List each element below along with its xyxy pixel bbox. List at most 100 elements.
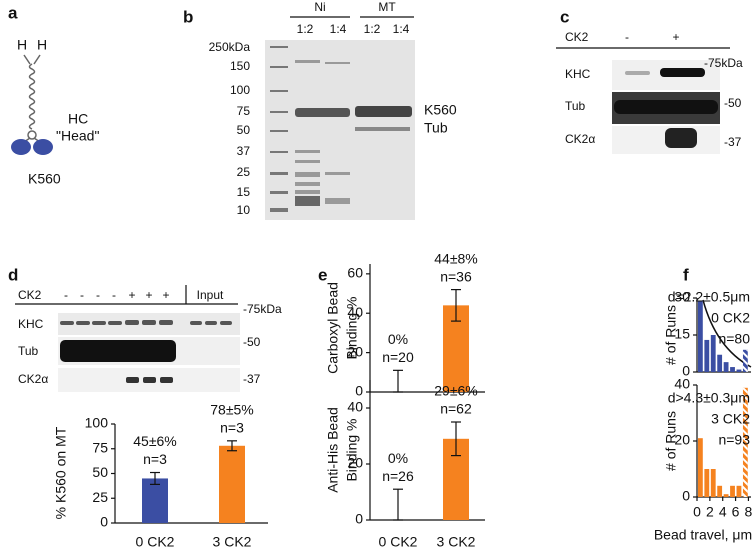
row-label: Tub [565, 99, 586, 113]
construct-name: K560 [28, 171, 61, 187]
row-label: CK2α [565, 132, 595, 146]
band-label: Tub [424, 120, 448, 136]
annotation: n=80 [718, 331, 750, 347]
motor-diagram: H H HC "Head" K560 [11, 37, 99, 187]
annotation: d=2.2±0.5μm [668, 289, 750, 305]
value-label: 0% [388, 450, 408, 466]
lane-label: - [96, 288, 100, 302]
marker-label: 10 [237, 203, 251, 217]
x-tick-label: 8 [745, 504, 753, 520]
annotation: n=26 [382, 468, 414, 484]
y-tick-label: 0 [355, 383, 363, 399]
group-label: MT [378, 0, 396, 14]
marker-label: -37 [243, 372, 261, 386]
x-tick-label: 0 [693, 504, 701, 520]
y-tick-label: 20 [674, 432, 690, 448]
error-bar [451, 421, 461, 457]
x-tick-label: 3 CK2 [213, 534, 252, 550]
head-text: "Head" [56, 128, 99, 144]
error-bar [393, 369, 403, 393]
ratio-label: 1:4 [393, 22, 410, 36]
lane-label: + [145, 288, 152, 302]
error-bar [451, 289, 461, 322]
marker-label: 75 [237, 104, 251, 118]
histogram-bar [730, 485, 735, 497]
value-label: 44±8% [434, 250, 478, 266]
y-tick-label: 50 [92, 464, 108, 480]
y-tick-label: 20 [347, 455, 363, 471]
marker-label: -50 [724, 96, 742, 110]
marker-label: 37 [237, 144, 251, 158]
y-tick-label: 0 [100, 514, 108, 530]
x-tick-label: 4 [719, 504, 727, 520]
value-label: 45±6% [133, 433, 177, 449]
histogram-bar [710, 469, 716, 497]
y-tick-label: 75 [92, 439, 108, 455]
lane-label: + [672, 30, 679, 44]
annotation: 3 CK2 [711, 411, 750, 427]
histogram-bar [717, 354, 723, 372]
value-label: 29±6% [434, 383, 478, 399]
histogram-bar [730, 367, 735, 372]
annotation: d>4.3±0.3μm [668, 390, 750, 406]
lane-label: + [128, 288, 135, 302]
y-tick-label: 0 [682, 363, 690, 379]
panel-label: d [8, 265, 18, 284]
y-axis-label: Binding % [344, 418, 360, 481]
group-label: Ni [314, 0, 325, 14]
y-tick-label: 40 [347, 399, 363, 415]
annotation: n=93 [718, 432, 750, 448]
y-tick-label: 30 [674, 289, 690, 305]
head-label: H [37, 37, 47, 53]
y-tick-label: 60 [347, 265, 363, 281]
y-tick-label: 0 [355, 511, 363, 527]
marker-label: 15 [237, 185, 251, 199]
x-tick-label: 0 CK2 [136, 534, 175, 550]
hatch [742, 387, 748, 497]
histogram-bar [723, 494, 729, 497]
histogram-bar [723, 362, 729, 372]
row-label: KHC [565, 67, 591, 81]
marker-label: 100 [230, 83, 250, 97]
hatch [742, 349, 748, 372]
panel-label: f [683, 265, 689, 284]
gel-d: CK2 - - - - + + + Input KHC Tub CK2α -75… [15, 285, 282, 392]
marker-label: -75kDa [704, 56, 743, 70]
y-tick-label: 20 [347, 343, 363, 359]
y-tick-label: 40 [347, 304, 363, 320]
x-tick-label: 3 CK2 [437, 534, 476, 550]
marker-label: -50 [243, 335, 261, 349]
x-tick-label: 0 CK2 [379, 534, 418, 550]
histogram-bar [697, 438, 703, 497]
band-label: K560 [424, 102, 457, 118]
annotation: n=3 [220, 420, 244, 436]
gel-c: CK2 - + KHC Tub CK2α -75kDa -50 -37 [556, 30, 743, 154]
row-label: KHC [18, 317, 44, 331]
histogram-bar [704, 339, 710, 372]
ratio-label: 1:4 [330, 22, 347, 36]
y-tick-label: 15 [674, 326, 690, 342]
histogram-bar [704, 469, 710, 497]
y-axis-label: Anti-His Bead [325, 407, 341, 493]
annotation: n=3 [143, 451, 167, 467]
panel-label: b [183, 7, 193, 26]
y-axis-label: # of Runs [663, 305, 679, 365]
ratio-label: 1:2 [364, 22, 381, 36]
annotation: n=36 [440, 268, 472, 284]
panel-label: c [560, 7, 569, 26]
lane-label: - [80, 288, 84, 302]
histogram-bar [697, 300, 703, 372]
lane-label: - [112, 288, 116, 302]
annotation: 0 CK2 [711, 310, 750, 326]
condition-label: CK2 [18, 288, 42, 302]
error-bar [150, 471, 160, 485]
y-tick-label: 100 [85, 415, 109, 431]
bar [142, 478, 168, 523]
ratio-label: 1:2 [297, 22, 314, 36]
row-label: Tub [18, 344, 39, 358]
panel-label: a [8, 3, 18, 22]
x-axis-label: Bead travel, μm [654, 527, 752, 543]
y-axis-label: % K560 on MT [53, 426, 69, 519]
lane-label: - [64, 288, 68, 302]
